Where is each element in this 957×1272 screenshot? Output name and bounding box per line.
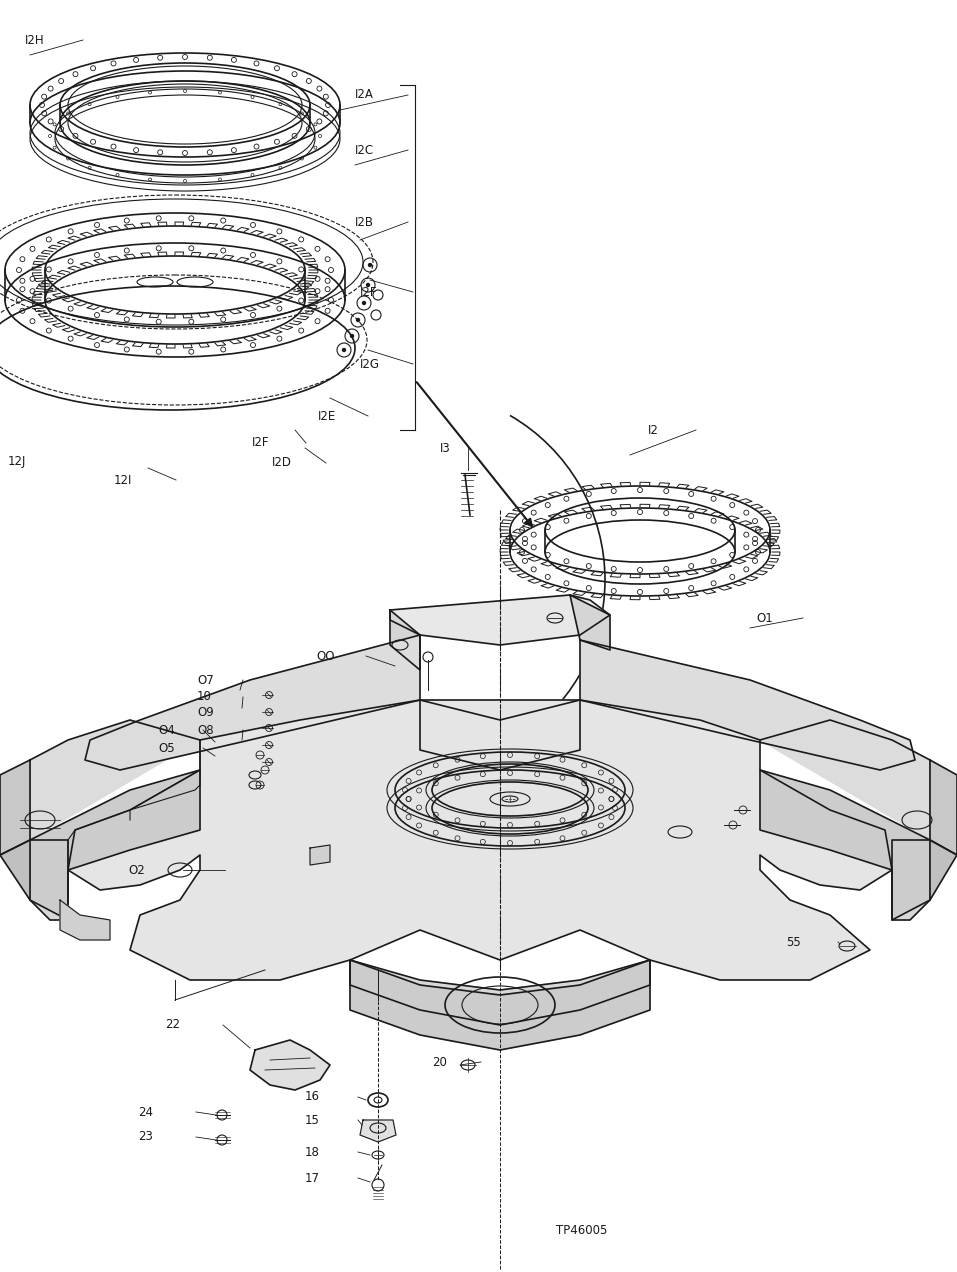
Text: 12J: 12J: [8, 455, 27, 468]
Circle shape: [350, 335, 353, 337]
Polygon shape: [0, 759, 30, 855]
Text: 15: 15: [305, 1113, 320, 1127]
Text: O1: O1: [756, 612, 772, 625]
Text: I2F: I2F: [360, 285, 377, 299]
Polygon shape: [350, 960, 650, 1049]
Polygon shape: [760, 720, 930, 840]
Polygon shape: [570, 595, 610, 650]
Text: I2: I2: [648, 424, 658, 436]
Text: I2H: I2H: [25, 33, 45, 47]
Polygon shape: [390, 595, 610, 645]
Text: O7: O7: [197, 673, 213, 687]
Text: 17: 17: [305, 1172, 320, 1184]
Polygon shape: [390, 611, 420, 670]
Text: I2G: I2G: [360, 357, 380, 370]
Text: OO: OO: [316, 650, 335, 663]
Polygon shape: [892, 840, 930, 920]
Polygon shape: [930, 759, 957, 855]
Circle shape: [343, 349, 345, 351]
Polygon shape: [930, 840, 957, 901]
Polygon shape: [60, 901, 110, 940]
Polygon shape: [350, 960, 650, 1025]
Circle shape: [368, 263, 371, 267]
Circle shape: [367, 284, 369, 286]
Text: I2D: I2D: [272, 457, 292, 469]
Text: 16: 16: [305, 1090, 320, 1104]
Text: O4: O4: [158, 724, 175, 736]
Text: I2C: I2C: [355, 144, 374, 156]
Polygon shape: [580, 640, 915, 770]
Polygon shape: [0, 840, 30, 901]
Text: O9: O9: [197, 706, 213, 720]
Text: 20: 20: [432, 1056, 447, 1068]
Text: I2E: I2E: [318, 410, 336, 422]
Circle shape: [357, 318, 360, 322]
Polygon shape: [360, 1121, 396, 1142]
Polygon shape: [420, 700, 580, 770]
Polygon shape: [310, 845, 330, 865]
Text: O2: O2: [128, 864, 145, 876]
Polygon shape: [760, 770, 930, 920]
Polygon shape: [30, 840, 68, 920]
Text: 12I: 12I: [114, 473, 132, 486]
Circle shape: [363, 301, 366, 304]
Polygon shape: [250, 1040, 330, 1090]
Text: I2F: I2F: [252, 436, 270, 449]
Polygon shape: [85, 635, 420, 770]
Text: 22: 22: [165, 1019, 180, 1032]
Polygon shape: [68, 700, 892, 979]
Polygon shape: [30, 720, 200, 840]
Text: O8: O8: [197, 724, 213, 736]
Text: 10: 10: [197, 691, 211, 703]
Text: I2A: I2A: [355, 89, 374, 102]
Polygon shape: [30, 770, 200, 920]
Text: TP46005: TP46005: [556, 1224, 608, 1236]
Text: 24: 24: [138, 1105, 153, 1118]
Text: 55: 55: [786, 935, 801, 949]
Text: I3: I3: [440, 441, 451, 454]
Text: 18: 18: [305, 1146, 320, 1159]
Text: O5: O5: [158, 742, 174, 754]
Text: 23: 23: [138, 1131, 153, 1144]
Text: I2B: I2B: [355, 215, 374, 229]
